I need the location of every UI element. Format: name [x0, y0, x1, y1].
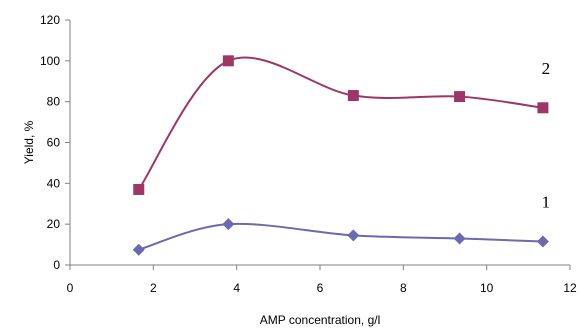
series-line-1: [138, 222, 543, 251]
x-tick-label: 0: [67, 281, 74, 295]
data-point-square: [454, 91, 466, 103]
series-layer: 12: [132, 55, 551, 256]
y-tick-label: 20: [47, 217, 61, 231]
series-label-1: 1: [542, 193, 551, 212]
data-point-diamond: [347, 229, 360, 242]
y-tick-label: 40: [47, 176, 61, 190]
y-tick-label: 120: [40, 13, 60, 27]
data-point-diamond: [222, 218, 235, 231]
series-label-2: 2: [542, 59, 551, 78]
data-point-diamond: [536, 235, 549, 248]
series-line-2: [137, 56, 544, 191]
x-tick-label: 8: [400, 281, 407, 295]
data-point-square: [222, 55, 234, 67]
y-axis-title: Yield, %: [22, 120, 36, 164]
data-point-diamond: [453, 232, 466, 245]
x-tick-label: 2: [150, 281, 157, 295]
y-tick-label: 100: [40, 54, 60, 68]
series-2: 2: [133, 55, 550, 195]
data-point-square: [537, 102, 549, 114]
x-tick-label: 12: [563, 281, 577, 295]
series-1: 1: [132, 193, 551, 256]
data-point-diamond: [132, 243, 145, 256]
y-tick-label: 80: [47, 95, 61, 109]
y-tick-label: 60: [47, 136, 61, 150]
x-axis-title: AMP concentration, g/l: [260, 313, 381, 327]
data-point-square: [133, 183, 145, 195]
x-tick-label: 10: [480, 281, 494, 295]
y-tick-label: 0: [53, 258, 60, 272]
x-tick-label: 4: [233, 281, 240, 295]
x-tick-label: 6: [317, 281, 324, 295]
data-point-square: [347, 90, 359, 102]
axes: [65, 19, 571, 270]
